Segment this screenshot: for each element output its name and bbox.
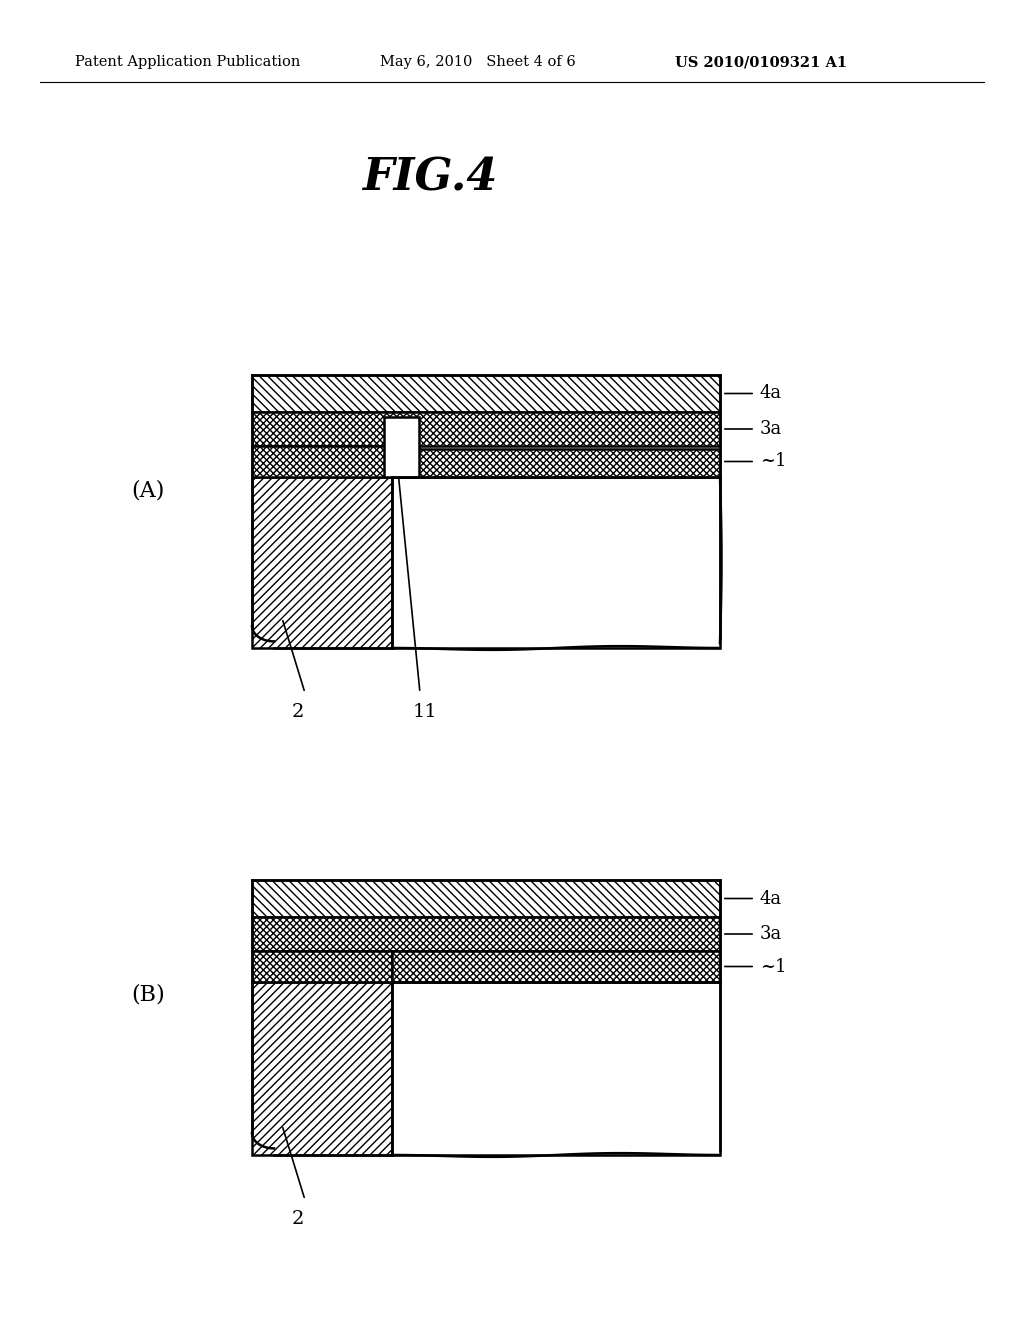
Bar [252, 375, 720, 412]
Text: Patent Application Publication: Patent Application Publication [75, 55, 300, 69]
Bar [252, 917, 720, 950]
Bar [252, 446, 392, 477]
Bar [392, 477, 720, 648]
Text: (A): (A) [131, 479, 165, 502]
Bar [392, 449, 720, 477]
Bar [252, 880, 720, 917]
Text: ~1: ~1 [760, 957, 786, 975]
Text: 2: 2 [292, 1210, 304, 1228]
Text: (B): (B) [131, 983, 165, 1006]
Bar [392, 950, 720, 982]
Text: 2: 2 [292, 704, 304, 721]
Text: US 2010/0109321 A1: US 2010/0109321 A1 [675, 55, 847, 69]
Bar [392, 982, 720, 1155]
Text: FIG.4: FIG.4 [362, 157, 498, 199]
Text: 4a: 4a [760, 384, 782, 403]
Bar [252, 950, 392, 982]
Text: 3a: 3a [760, 420, 782, 438]
Text: 4a: 4a [760, 890, 782, 908]
Text: 11: 11 [413, 704, 437, 721]
Text: May 6, 2010   Sheet 4 of 6: May 6, 2010 Sheet 4 of 6 [380, 55, 575, 69]
Text: 3a: 3a [760, 925, 782, 942]
Bar [252, 412, 720, 446]
Bar [252, 982, 392, 1155]
Bar [252, 477, 392, 648]
Text: ~1: ~1 [760, 453, 786, 470]
Bar [384, 417, 419, 477]
